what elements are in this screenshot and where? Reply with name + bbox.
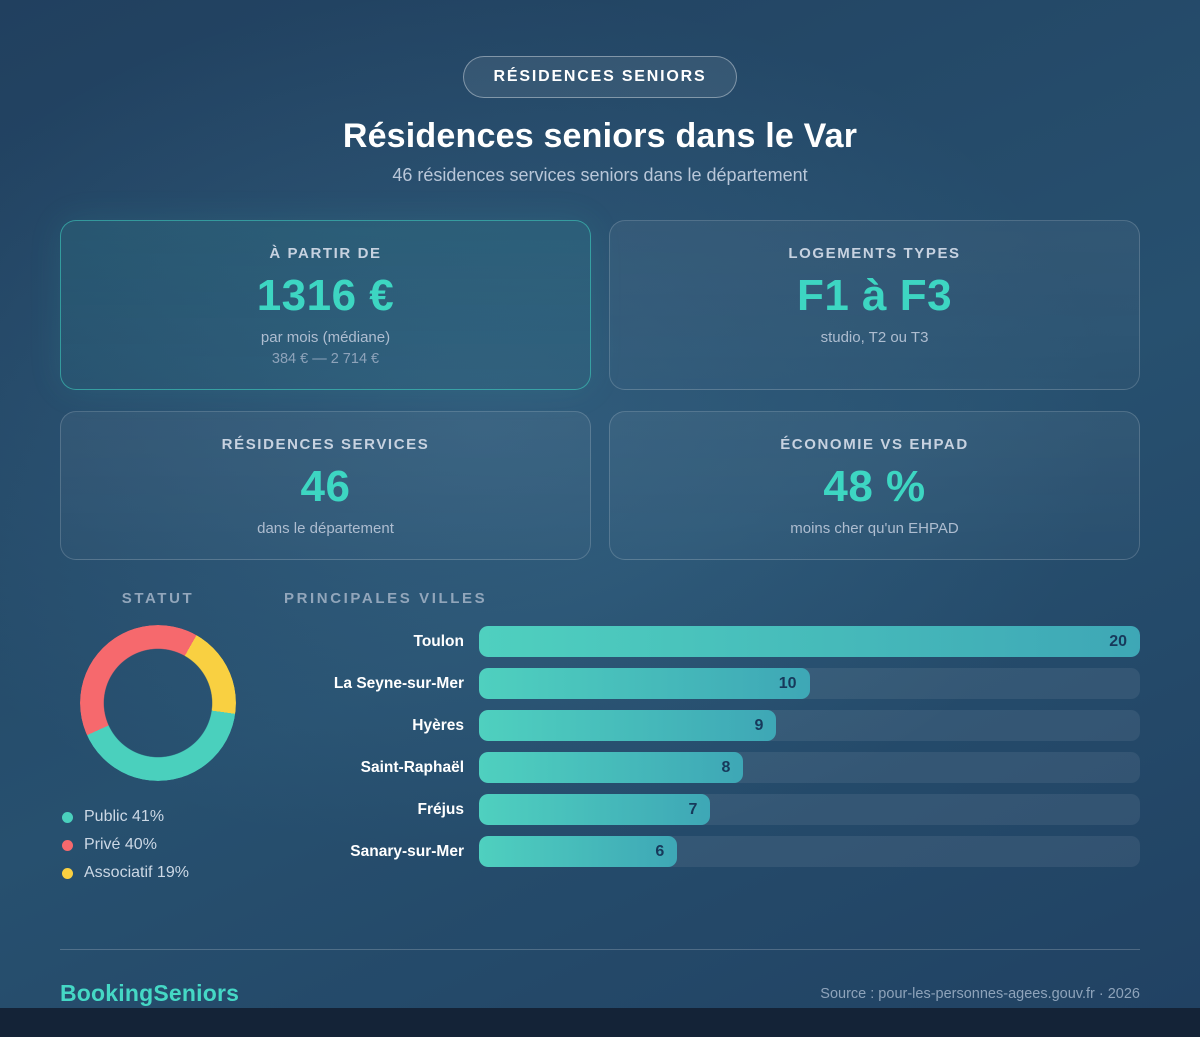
bar-row: Fréjus 7 bbox=[284, 794, 1140, 825]
header: RÉSIDENCES SENIORS Résidences seniors da… bbox=[60, 0, 1140, 186]
bar-value-label: 7 bbox=[688, 800, 698, 818]
bar-fill: 6 bbox=[479, 836, 678, 867]
bar-city-label: Toulon bbox=[413, 632, 465, 650]
legend-label: Associatif 19% bbox=[84, 864, 189, 881]
legend-label: Privé 40% bbox=[84, 836, 157, 853]
bar-chart-title: PRINCIPALES VILLES bbox=[284, 590, 488, 607]
bar-track: 10 bbox=[479, 668, 1140, 699]
page-subtitle: 46 résidences services seniors dans le d… bbox=[392, 165, 808, 185]
stat-card-subtext: studio, T2 ou T3 bbox=[820, 329, 929, 346]
bar-fill: 7 bbox=[479, 794, 711, 825]
bar-row: La Seyne-sur-Mer 10 bbox=[284, 668, 1140, 699]
stat-card-value: 1316 € bbox=[256, 271, 395, 320]
stat-card-savings: ÉCONOMIE VS EHPAD 48 % moins cher qu'un … bbox=[609, 411, 1140, 560]
status-chart-column: STATUT Public 41% Privé 40% Associatif 1… bbox=[60, 590, 256, 887]
stat-card-label: LOGEMENTS TYPES bbox=[788, 245, 961, 262]
category-badge: RÉSIDENCES SENIORS bbox=[462, 56, 738, 98]
bar-fill: 8 bbox=[479, 752, 744, 783]
stat-card-price: À PARTIR DE 1316 € par mois (médiane) 38… bbox=[60, 220, 591, 390]
legend-dot-icon bbox=[62, 811, 73, 823]
charts-section: STATUT Public 41% Privé 40% Associatif 1… bbox=[60, 590, 1140, 887]
bar-fill: 9 bbox=[479, 710, 777, 741]
donut-chart-title: STATUT bbox=[121, 590, 195, 607]
footer-divider bbox=[60, 949, 1140, 950]
stat-card-value: 48 % bbox=[823, 462, 926, 511]
stat-card-label: ÉCONOMIE VS EHPAD bbox=[780, 436, 969, 453]
bar-city-label: Fréjus bbox=[417, 800, 464, 818]
legend-item: Associatif 19% bbox=[62, 859, 256, 887]
bar-fill: 10 bbox=[479, 668, 810, 699]
bar-row: Sanary-sur-Mer 6 bbox=[284, 836, 1140, 867]
stat-card-residences-count: RÉSIDENCES SERVICES 46 dans le départeme… bbox=[60, 411, 591, 560]
bar-row: Saint-Raphaël 8 bbox=[284, 752, 1140, 783]
stat-cards: À PARTIR DE 1316 € par mois (médiane) 38… bbox=[60, 220, 1140, 560]
legend-item: Public 41% bbox=[62, 803, 256, 831]
legend-label: Public 41% bbox=[84, 808, 165, 825]
bar-city-label: Hyères bbox=[412, 716, 464, 734]
cities-chart-column: PRINCIPALES VILLES Toulon 20 La Seyne-su… bbox=[284, 590, 1140, 878]
brand-logo: BookingSeniors bbox=[60, 980, 240, 1006]
bar-city-label: Sanary-sur-Mer bbox=[350, 842, 464, 860]
stat-card-value: 46 bbox=[300, 462, 351, 511]
stat-card-label: À PARTIR DE bbox=[269, 245, 382, 262]
stat-card-label: RÉSIDENCES SERVICES bbox=[221, 436, 430, 453]
stat-card-value: F1 à F3 bbox=[796, 271, 953, 320]
legend-dot-icon bbox=[62, 839, 73, 851]
bar-track: 20 bbox=[479, 626, 1140, 657]
bar-value-label: 9 bbox=[754, 716, 764, 734]
stat-card-subtext: dans le département bbox=[257, 520, 394, 537]
bar-track: 8 bbox=[479, 752, 1140, 783]
infographic-page: RÉSIDENCES SENIORS Résidences seniors da… bbox=[60, 0, 1140, 1008]
donut-legend: Public 41% Privé 40% Associatif 19% bbox=[60, 803, 256, 887]
page-title: Résidences seniors dans le Var bbox=[342, 117, 858, 155]
bar-fill: 20 bbox=[479, 626, 1140, 657]
bar-row: Toulon 20 bbox=[284, 626, 1140, 657]
cities-bar-chart: Toulon 20 La Seyne-sur-Mer 10 Hyères 9 S… bbox=[284, 626, 1140, 867]
bar-city-label: La Seyne-sur-Mer bbox=[333, 674, 464, 692]
bar-track: 7 bbox=[479, 794, 1140, 825]
stat-card-subtext: moins cher qu'un EHPAD bbox=[790, 520, 959, 537]
bar-row: Hyères 9 bbox=[284, 710, 1140, 741]
footer-row: BookingSeniors Source : pour-les-personn… bbox=[60, 950, 1140, 1037]
legend-dot-icon bbox=[62, 867, 73, 879]
footer: BookingSeniors Source : pour-les-personn… bbox=[60, 949, 1140, 1037]
stat-card-housing-types: LOGEMENTS TYPES F1 à F3 studio, T2 ou T3 bbox=[609, 220, 1140, 390]
stat-card-range: 384 € — 2 714 € bbox=[271, 351, 380, 367]
stat-card-subtext: par mois (médiane) bbox=[260, 329, 391, 346]
bar-track: 6 bbox=[479, 836, 1140, 867]
bar-value-label: 8 bbox=[721, 758, 731, 776]
bar-value-label: 6 bbox=[655, 842, 665, 860]
bar-value-label: 20 bbox=[1109, 632, 1127, 650]
bar-city-label: Saint-Raphaël bbox=[360, 758, 464, 776]
legend-item: Privé 40% bbox=[62, 831, 256, 859]
bar-value-label: 10 bbox=[778, 674, 797, 692]
status-donut-chart bbox=[80, 625, 236, 781]
bar-track: 9 bbox=[479, 710, 1140, 741]
source-attribution: Source : pour-les-personnes-agees.gouv.f… bbox=[820, 985, 1140, 1002]
